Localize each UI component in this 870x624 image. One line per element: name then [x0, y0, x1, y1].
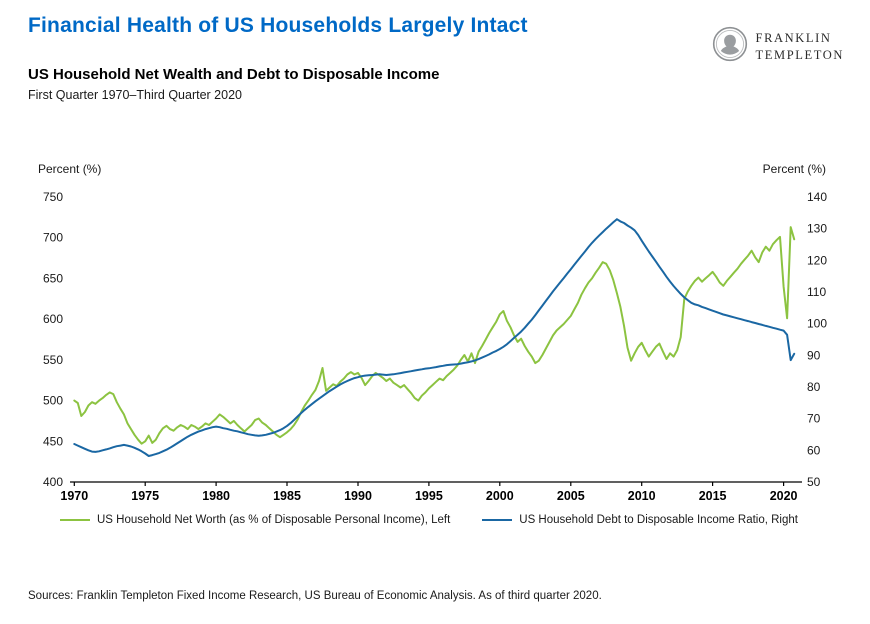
legend-label-debt: US Household Debt to Disposable Income R… — [519, 514, 798, 526]
right-axis-tick-label: 80 — [807, 380, 821, 394]
x-axis-tick-label: 1995 — [415, 489, 443, 503]
page-title: Financial Health of US Households Largel… — [28, 14, 528, 37]
left-axis-tick-label: 400 — [43, 475, 63, 489]
chart-title: US Household Net Wealth and Debt to Disp… — [28, 66, 440, 83]
chart-period: First Quarter 1970–Third Quarter 2020 — [28, 88, 242, 102]
x-axis-tick-label: 1980 — [202, 489, 230, 503]
x-axis-tick-label: 1975 — [131, 489, 159, 503]
x-axis-tick-label: 2015 — [699, 489, 727, 503]
legend-swatch-net-worth — [60, 519, 90, 521]
x-axis-tick-label: 2005 — [557, 489, 585, 503]
legend-item-debt: US Household Debt to Disposable Income R… — [482, 514, 798, 526]
source-note: Sources: Franklin Templeton Fixed Income… — [28, 590, 602, 602]
left-axis-tick-label: 450 — [43, 434, 63, 448]
legend-item-net-worth: US Household Net Worth (as % of Disposab… — [60, 514, 450, 526]
right-axis-tick-label: 100 — [807, 317, 827, 331]
right-axis-tick-label: 70 — [807, 412, 821, 426]
right-axis-tick-label: 90 — [807, 348, 821, 362]
logo-text: FRANKLIN TEMPLETON — [756, 30, 844, 63]
logo-text-line1: FRANKLIN — [755, 31, 832, 46]
x-axis-tick-label: 1990 — [344, 489, 372, 503]
right-axis-tick-label: 50 — [807, 475, 821, 489]
right-axis-tick-label: 60 — [807, 443, 821, 457]
chart-svg: 400 450 500 550 600 650 700 750 50 60 70 80 90 100 110… — [43, 190, 827, 503]
right-axis-tick-label: 140 — [807, 190, 827, 204]
franklin-templeton-logo: FRANKLIN TEMPLETON — [712, 26, 844, 67]
chart-legend: US Household Net Worth (as % of Disposab… — [60, 514, 820, 526]
logo-text-line2: TEMPLETON — [755, 47, 844, 62]
series-line-debt-ratio — [73, 218, 796, 457]
left-axis-tick-label: 700 — [43, 231, 63, 245]
x-axis-tick-label: 1985 — [273, 489, 301, 503]
right-axis-tick-label: 120 — [807, 253, 827, 267]
x-axis-tick-label: 1970 — [60, 489, 88, 503]
right-axis-unit-label: Percent (%) — [762, 162, 826, 176]
left-axis-tick-label: 500 — [43, 394, 63, 408]
series-line-net-worth — [73, 226, 796, 445]
right-axis-tick-label: 110 — [807, 285, 826, 299]
left-axis-tick-label: 750 — [43, 190, 63, 204]
right-axis-tick-label: 130 — [807, 222, 827, 236]
left-axis-tick-label: 650 — [43, 271, 63, 285]
legend-swatch-debt — [482, 519, 513, 521]
x-axis-tick-label: 2010 — [628, 489, 656, 503]
x-axis-tick-label: 2020 — [770, 489, 798, 503]
x-axis-tick-label: 2000 — [486, 489, 514, 503]
left-axis-tick-label: 600 — [43, 312, 63, 326]
left-axis-unit-label: Percent (%) — [38, 162, 102, 176]
legend-label-net-worth: US Household Net Worth (as % of Disposab… — [97, 514, 451, 526]
left-axis-tick-label: 550 — [43, 353, 63, 367]
franklin-portrait-icon — [712, 26, 748, 67]
